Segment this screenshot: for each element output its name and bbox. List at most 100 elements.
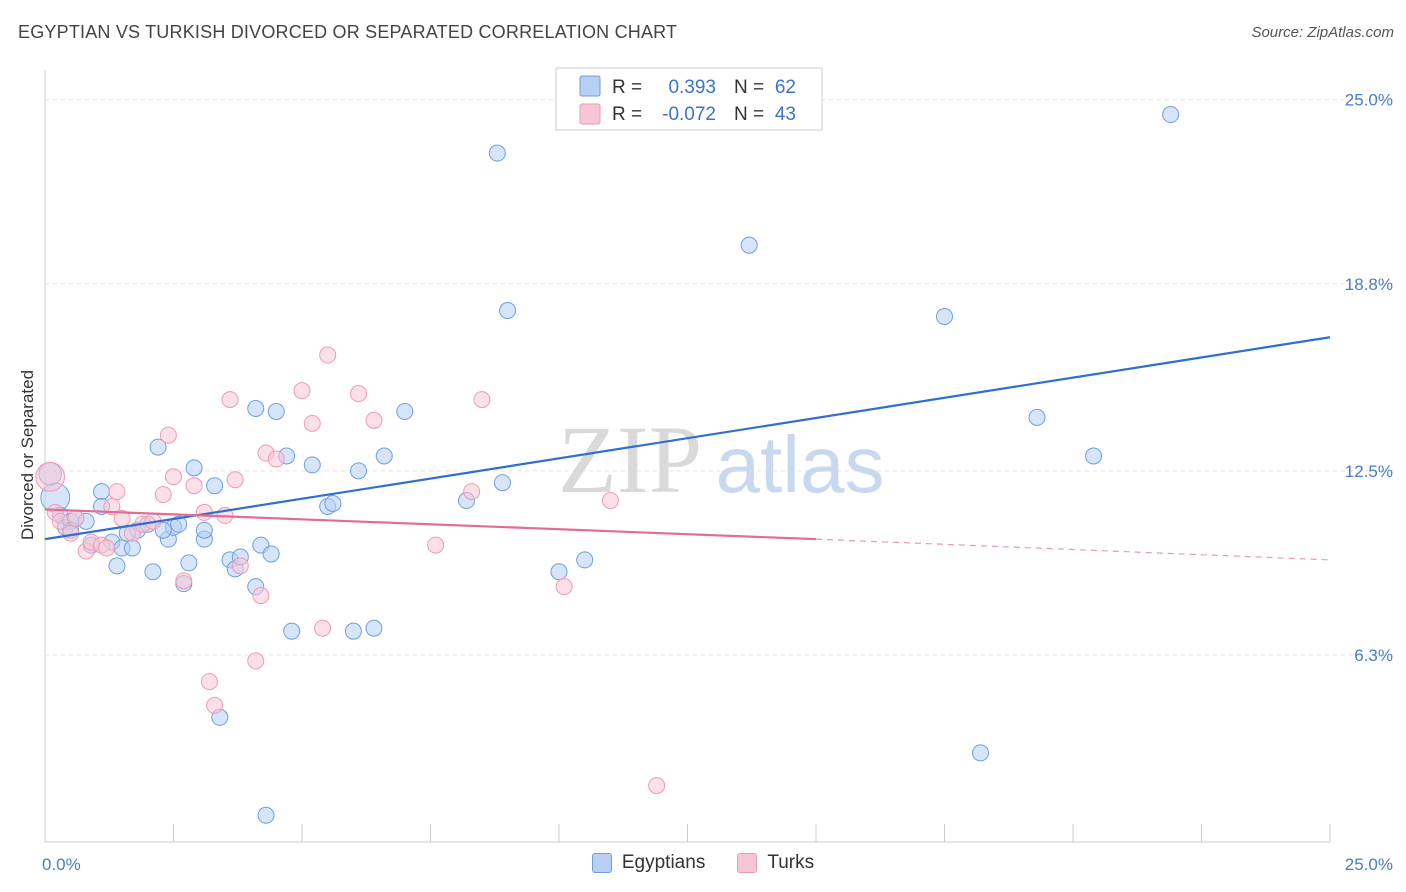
point-egyptians-34 xyxy=(257,806,275,824)
point-turks-17 xyxy=(165,468,182,486)
point-egyptians-45 xyxy=(375,447,393,465)
point-turks-32 xyxy=(303,414,321,432)
legend-n-value-egyptians: 62 xyxy=(775,77,796,98)
point-egyptians-23 xyxy=(185,459,203,477)
point-turks-18 xyxy=(175,572,193,590)
bottom-legend-swatch-turks xyxy=(737,853,758,873)
point-egyptians-32 xyxy=(247,399,265,417)
point-turks-0 xyxy=(35,461,66,492)
bottom-legend: Egyptians Turks xyxy=(0,852,1406,874)
legend-r-label-egyptians: R = xyxy=(612,77,642,98)
legend-r-value-turks: -0.072 xyxy=(662,104,716,125)
point-turks-35 xyxy=(350,385,368,403)
point-turks-16 xyxy=(159,426,177,444)
point-turks-19 xyxy=(185,477,203,495)
legend-n-label-turks: N = xyxy=(734,104,764,125)
point-egyptians-22 xyxy=(180,554,198,572)
point-egyptians-26 xyxy=(206,477,224,495)
watermark-atlas: atlas xyxy=(716,420,885,509)
point-turks-34 xyxy=(319,346,337,364)
point-egyptians-39 xyxy=(303,456,321,474)
point-turks-30 xyxy=(267,450,285,468)
bottom-legend-egyptians: Egyptians xyxy=(591,852,706,874)
bottom-legend-swatch-egyptians xyxy=(591,853,612,873)
watermark-zip: ZIP xyxy=(558,406,702,513)
bottom-legend-turks: Turks xyxy=(737,852,814,874)
legend-n-label-egyptians: N = xyxy=(734,77,764,98)
point-turks-8 xyxy=(98,539,116,557)
trend-line-egyptians xyxy=(44,336,1331,541)
trend-line-ext-turks xyxy=(815,538,1331,561)
point-turks-42 xyxy=(648,777,666,795)
x-tick-label-0: 0.0% xyxy=(42,855,81,874)
y-tick-label-3: 25.0% xyxy=(1345,91,1393,110)
y-tick-label-1: 12.5% xyxy=(1345,462,1393,481)
point-turks-36 xyxy=(365,411,383,429)
point-egyptians-17 xyxy=(149,438,167,456)
x-tick-labels: 0.0% 25.0% xyxy=(42,855,1393,874)
point-turks-28 xyxy=(252,587,270,605)
point-turks-37 xyxy=(427,536,445,554)
grid-lines xyxy=(45,99,1395,656)
point-egyptians-42 xyxy=(344,622,362,640)
point-egyptians-52 xyxy=(576,551,594,569)
legend-swatch-turks xyxy=(579,103,601,125)
point-turks-26 xyxy=(231,557,249,575)
point-turks-38 xyxy=(463,483,481,501)
point-egyptians-36 xyxy=(267,402,285,420)
point-egyptians-50 xyxy=(499,302,517,320)
point-egyptians-38 xyxy=(283,622,301,640)
point-egyptians-49 xyxy=(493,474,511,492)
point-turks-39 xyxy=(473,391,491,409)
y-tick-labels: 6.3% 12.5% 18.8% 25.0% xyxy=(1345,91,1393,665)
point-turks-22 xyxy=(206,696,224,714)
point-turks-4 xyxy=(67,509,85,527)
point-turks-24 xyxy=(221,391,239,409)
data-points xyxy=(35,106,1180,824)
bottom-legend-label-turks: Turks xyxy=(767,852,815,873)
point-egyptians-35 xyxy=(262,545,280,563)
point-egyptians-25 xyxy=(195,521,213,539)
trend-lines xyxy=(44,336,1331,561)
point-egyptians-57 xyxy=(1085,447,1103,465)
x-tick-label-1: 25.0% xyxy=(1345,855,1393,874)
chart-title: EGYPTIAN VS TURKISH DIVORCED OR SEPARATE… xyxy=(18,22,678,42)
legend-n-value-turks: 43 xyxy=(775,104,796,125)
point-turks-10 xyxy=(108,483,126,501)
chart-source: Source: ZipAtlas.com xyxy=(1251,24,1394,41)
point-egyptians-44 xyxy=(365,619,383,637)
point-turks-31 xyxy=(293,382,311,400)
point-egyptians-16 xyxy=(144,563,162,581)
point-egyptians-46 xyxy=(396,402,414,420)
point-turks-27 xyxy=(247,652,265,670)
point-egyptians-58 xyxy=(1162,106,1180,124)
point-turks-33 xyxy=(314,619,332,637)
bottom-legend-label-egyptians: Egyptians xyxy=(621,852,706,873)
point-egyptians-20 xyxy=(170,515,188,533)
legend-box: R = 0.393 N = 62 R = -0.072 N = 43 xyxy=(555,67,823,131)
point-egyptians-56 xyxy=(1028,408,1046,426)
point-egyptians-11 xyxy=(108,557,126,575)
point-egyptians-51 xyxy=(550,563,568,581)
y-tick-label-0: 6.3% xyxy=(1354,646,1393,665)
point-egyptians-43 xyxy=(350,462,368,480)
legend-r-label-turks: R = xyxy=(612,104,642,125)
point-egyptians-41 xyxy=(324,495,342,513)
point-turks-41 xyxy=(601,492,619,510)
legend-r-value-egyptians: 0.393 xyxy=(668,77,716,98)
point-egyptians-54 xyxy=(971,744,989,762)
point-egyptians-55 xyxy=(936,307,953,325)
point-egyptians-53 xyxy=(740,236,758,254)
point-turks-40 xyxy=(555,578,573,596)
y-axis-label: Divorced or Separated xyxy=(18,370,37,540)
axes xyxy=(44,70,1331,843)
point-turks-15 xyxy=(154,486,172,504)
y-tick-label-2: 18.8% xyxy=(1345,275,1393,294)
point-egyptians-8 xyxy=(93,483,111,501)
point-egyptians-48 xyxy=(488,144,506,162)
point-turks-21 xyxy=(200,673,218,691)
point-egyptians-13 xyxy=(123,539,141,557)
trend-line-turks xyxy=(44,508,817,541)
legend-swatch-egyptians xyxy=(579,75,601,97)
